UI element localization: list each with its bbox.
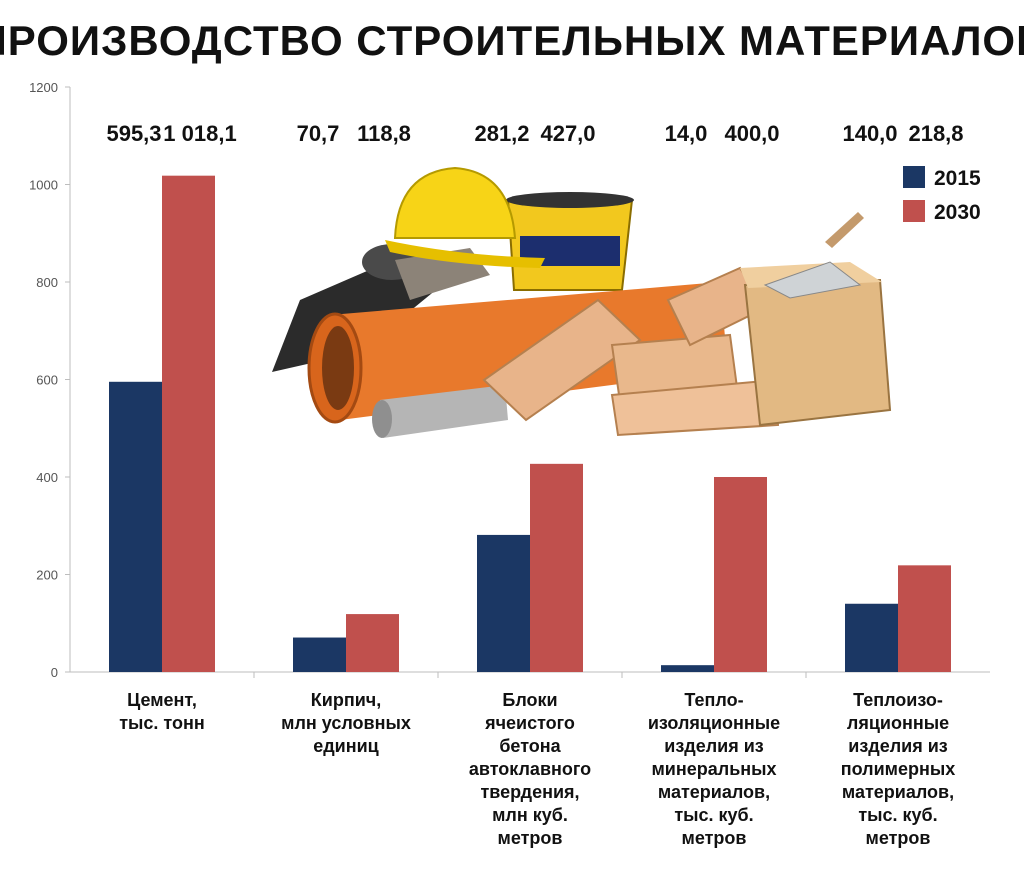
category-label-1: Цемент, тыс. тонн bbox=[119, 690, 205, 733]
bar-2030-4 bbox=[714, 477, 767, 672]
legend-label-2015: 2015 bbox=[934, 167, 981, 190]
hard-hat-icon bbox=[393, 166, 517, 239]
bar-2030-5 bbox=[898, 565, 951, 672]
category-label-line: автоклавного bbox=[469, 759, 591, 779]
category-label-line: метров bbox=[682, 828, 747, 848]
category-label-2: Кирпич, млн условных единиц bbox=[281, 690, 411, 756]
bucket-lid-icon bbox=[506, 192, 634, 208]
wood-block-icon bbox=[743, 278, 892, 427]
category-labels: Цемент, тыс. тонн Кирпич, млн условных едини… bbox=[119, 690, 955, 848]
y-tick-label: 800 bbox=[36, 275, 58, 290]
value-label-2015-3: 281,2 bbox=[474, 121, 529, 146]
category-label-line: тыс. тонн bbox=[119, 713, 205, 733]
category-label-line: бетона bbox=[499, 736, 561, 756]
bar-2015-5 bbox=[845, 603, 898, 672]
category-label-line: млн куб. bbox=[492, 805, 568, 825]
trowel-blade-icon bbox=[763, 261, 862, 299]
category-label-line: ляционные bbox=[847, 713, 949, 733]
bar-2015-3 bbox=[477, 534, 530, 672]
category-label-line: млн условных bbox=[281, 713, 411, 733]
y-tick-label: 1200 bbox=[29, 80, 58, 95]
legend-swatch-2030 bbox=[903, 200, 925, 222]
category-label-line: тыс. куб. bbox=[674, 805, 753, 825]
trowel-handle-icon bbox=[825, 212, 864, 248]
category-label-line: материалов, bbox=[842, 782, 954, 802]
category-label-line: Теплоизо- bbox=[853, 690, 943, 710]
value-label-2030-4: 400,0 bbox=[724, 121, 779, 146]
value-label-2015-4: 14,0 bbox=[665, 121, 708, 146]
brick-icon bbox=[482, 298, 642, 422]
y-tick-label: 600 bbox=[36, 373, 58, 388]
value-label-2015-1: 595,3 bbox=[106, 121, 161, 146]
value-labels: 595,3 1 018,1 70,7 118,8 281,2 427,0 14,0 400,0… bbox=[106, 121, 963, 146]
category-label-line: метров bbox=[866, 828, 931, 848]
grey-pipe-icon bbox=[380, 385, 508, 438]
category-label-line: материалов, bbox=[658, 782, 770, 802]
legend: 2015 2030 bbox=[903, 166, 981, 224]
category-label-line: изделия из bbox=[664, 736, 764, 756]
category-label-line: полимерных bbox=[841, 759, 956, 779]
category-label-line: Кирпич, bbox=[311, 690, 381, 710]
category-label-line: Тепло- bbox=[684, 690, 743, 710]
bar-2030-2 bbox=[346, 614, 399, 672]
value-label-2030-1: 1 018,1 bbox=[163, 121, 236, 146]
bar-2015-1 bbox=[109, 381, 162, 672]
y-tick-label: 400 bbox=[36, 470, 58, 485]
y-tick-label: 0 bbox=[51, 665, 58, 680]
legend-swatch-2015 bbox=[903, 166, 925, 188]
building-materials-illustration bbox=[272, 166, 892, 438]
chart-title: ПРОИЗВОДСТВО СТРОИТЕЛЬНЫХ МАТЕРИАЛОВ bbox=[0, 17, 1024, 64]
pipe-inner-icon bbox=[322, 326, 354, 410]
category-label-5: Теплоизо-ляционные изделия из полимерных ма… bbox=[841, 690, 956, 848]
category-label-line: изделия из bbox=[848, 736, 948, 756]
category-label-line: Цемент, bbox=[127, 690, 197, 710]
category-label-line: тыс. куб. bbox=[858, 805, 937, 825]
hard-hat-brim-icon bbox=[385, 240, 545, 268]
value-label-2030-2: 118,8 bbox=[357, 121, 411, 146]
category-label-line: Блоки bbox=[502, 690, 557, 710]
bar-2015-4 bbox=[661, 665, 714, 672]
value-label-2015-5: 140,0 bbox=[842, 121, 897, 146]
bars bbox=[109, 175, 951, 672]
category-label-line: ячеистого bbox=[484, 713, 575, 733]
category-label-line: изоляционные bbox=[648, 713, 780, 733]
category-label-line: единиц bbox=[313, 736, 379, 756]
y-tick-label: 1000 bbox=[29, 178, 58, 193]
legend-label-2030: 2030 bbox=[934, 201, 981, 224]
bar-2015-2 bbox=[293, 637, 346, 672]
y-tick-label: 200 bbox=[36, 568, 58, 583]
category-label-line: минеральных bbox=[651, 759, 776, 779]
value-label-2015-2: 70,7 bbox=[297, 121, 340, 146]
category-label-line: твердения, bbox=[480, 782, 579, 802]
axes: 0 200 400 600 800 1000 1200 bbox=[29, 80, 990, 680]
grey-pipe-end-icon bbox=[372, 400, 392, 438]
bar-2030-1 bbox=[162, 175, 215, 672]
category-label-3: Блоки ячеистого бетона автоклавного твердени… bbox=[469, 690, 591, 848]
category-label-line: метров bbox=[498, 828, 563, 848]
brick-icon-3 bbox=[610, 378, 780, 437]
bar-2030-3 bbox=[530, 463, 583, 672]
value-label-2030-3: 427,0 bbox=[540, 121, 595, 146]
category-label-4: Тепло-изоляционные изделия из минеральных м… bbox=[648, 690, 780, 848]
value-label-2030-5: 218,8 bbox=[908, 121, 963, 146]
